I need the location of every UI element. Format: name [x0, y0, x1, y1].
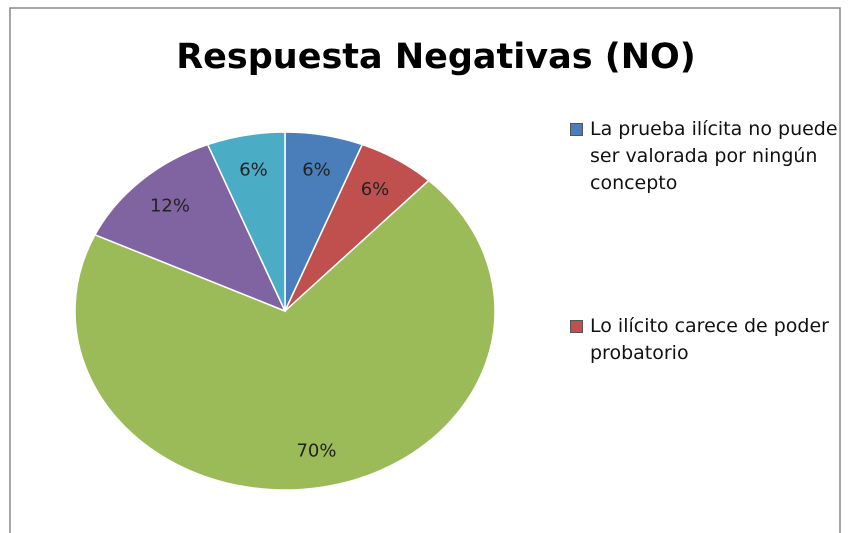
data-label: 70%: [296, 441, 336, 462]
pie-slice: [74, 179, 496, 491]
legend: La prueba ilícita no puede ser valorada …: [570, 116, 840, 483]
pie-slice: [206, 131, 286, 312]
pie-slice: [93, 143, 287, 313]
legend-item: La prueba ilícita no puede ser valorada …: [570, 116, 840, 197]
data-label: 6%: [302, 159, 331, 180]
legend-swatch: [570, 320, 583, 333]
legend-swatch: [570, 123, 583, 136]
chart-title: Respuesta Negativas (NO): [176, 37, 696, 77]
legend-label: La prueba ilícita no puede ser valorada …: [590, 118, 838, 194]
data-label: 12%: [150, 196, 190, 217]
chart-frame: [9, 7, 841, 533]
data-label: 6%: [239, 159, 268, 180]
legend-item: Lo ilícito carece de poder probatorio: [570, 313, 840, 367]
data-label: 6%: [361, 179, 390, 200]
pie: 6% 6% 70% 12% 6%: [74, 131, 496, 491]
legend-label: Lo ilícito carece de poder probatorio: [590, 315, 829, 364]
